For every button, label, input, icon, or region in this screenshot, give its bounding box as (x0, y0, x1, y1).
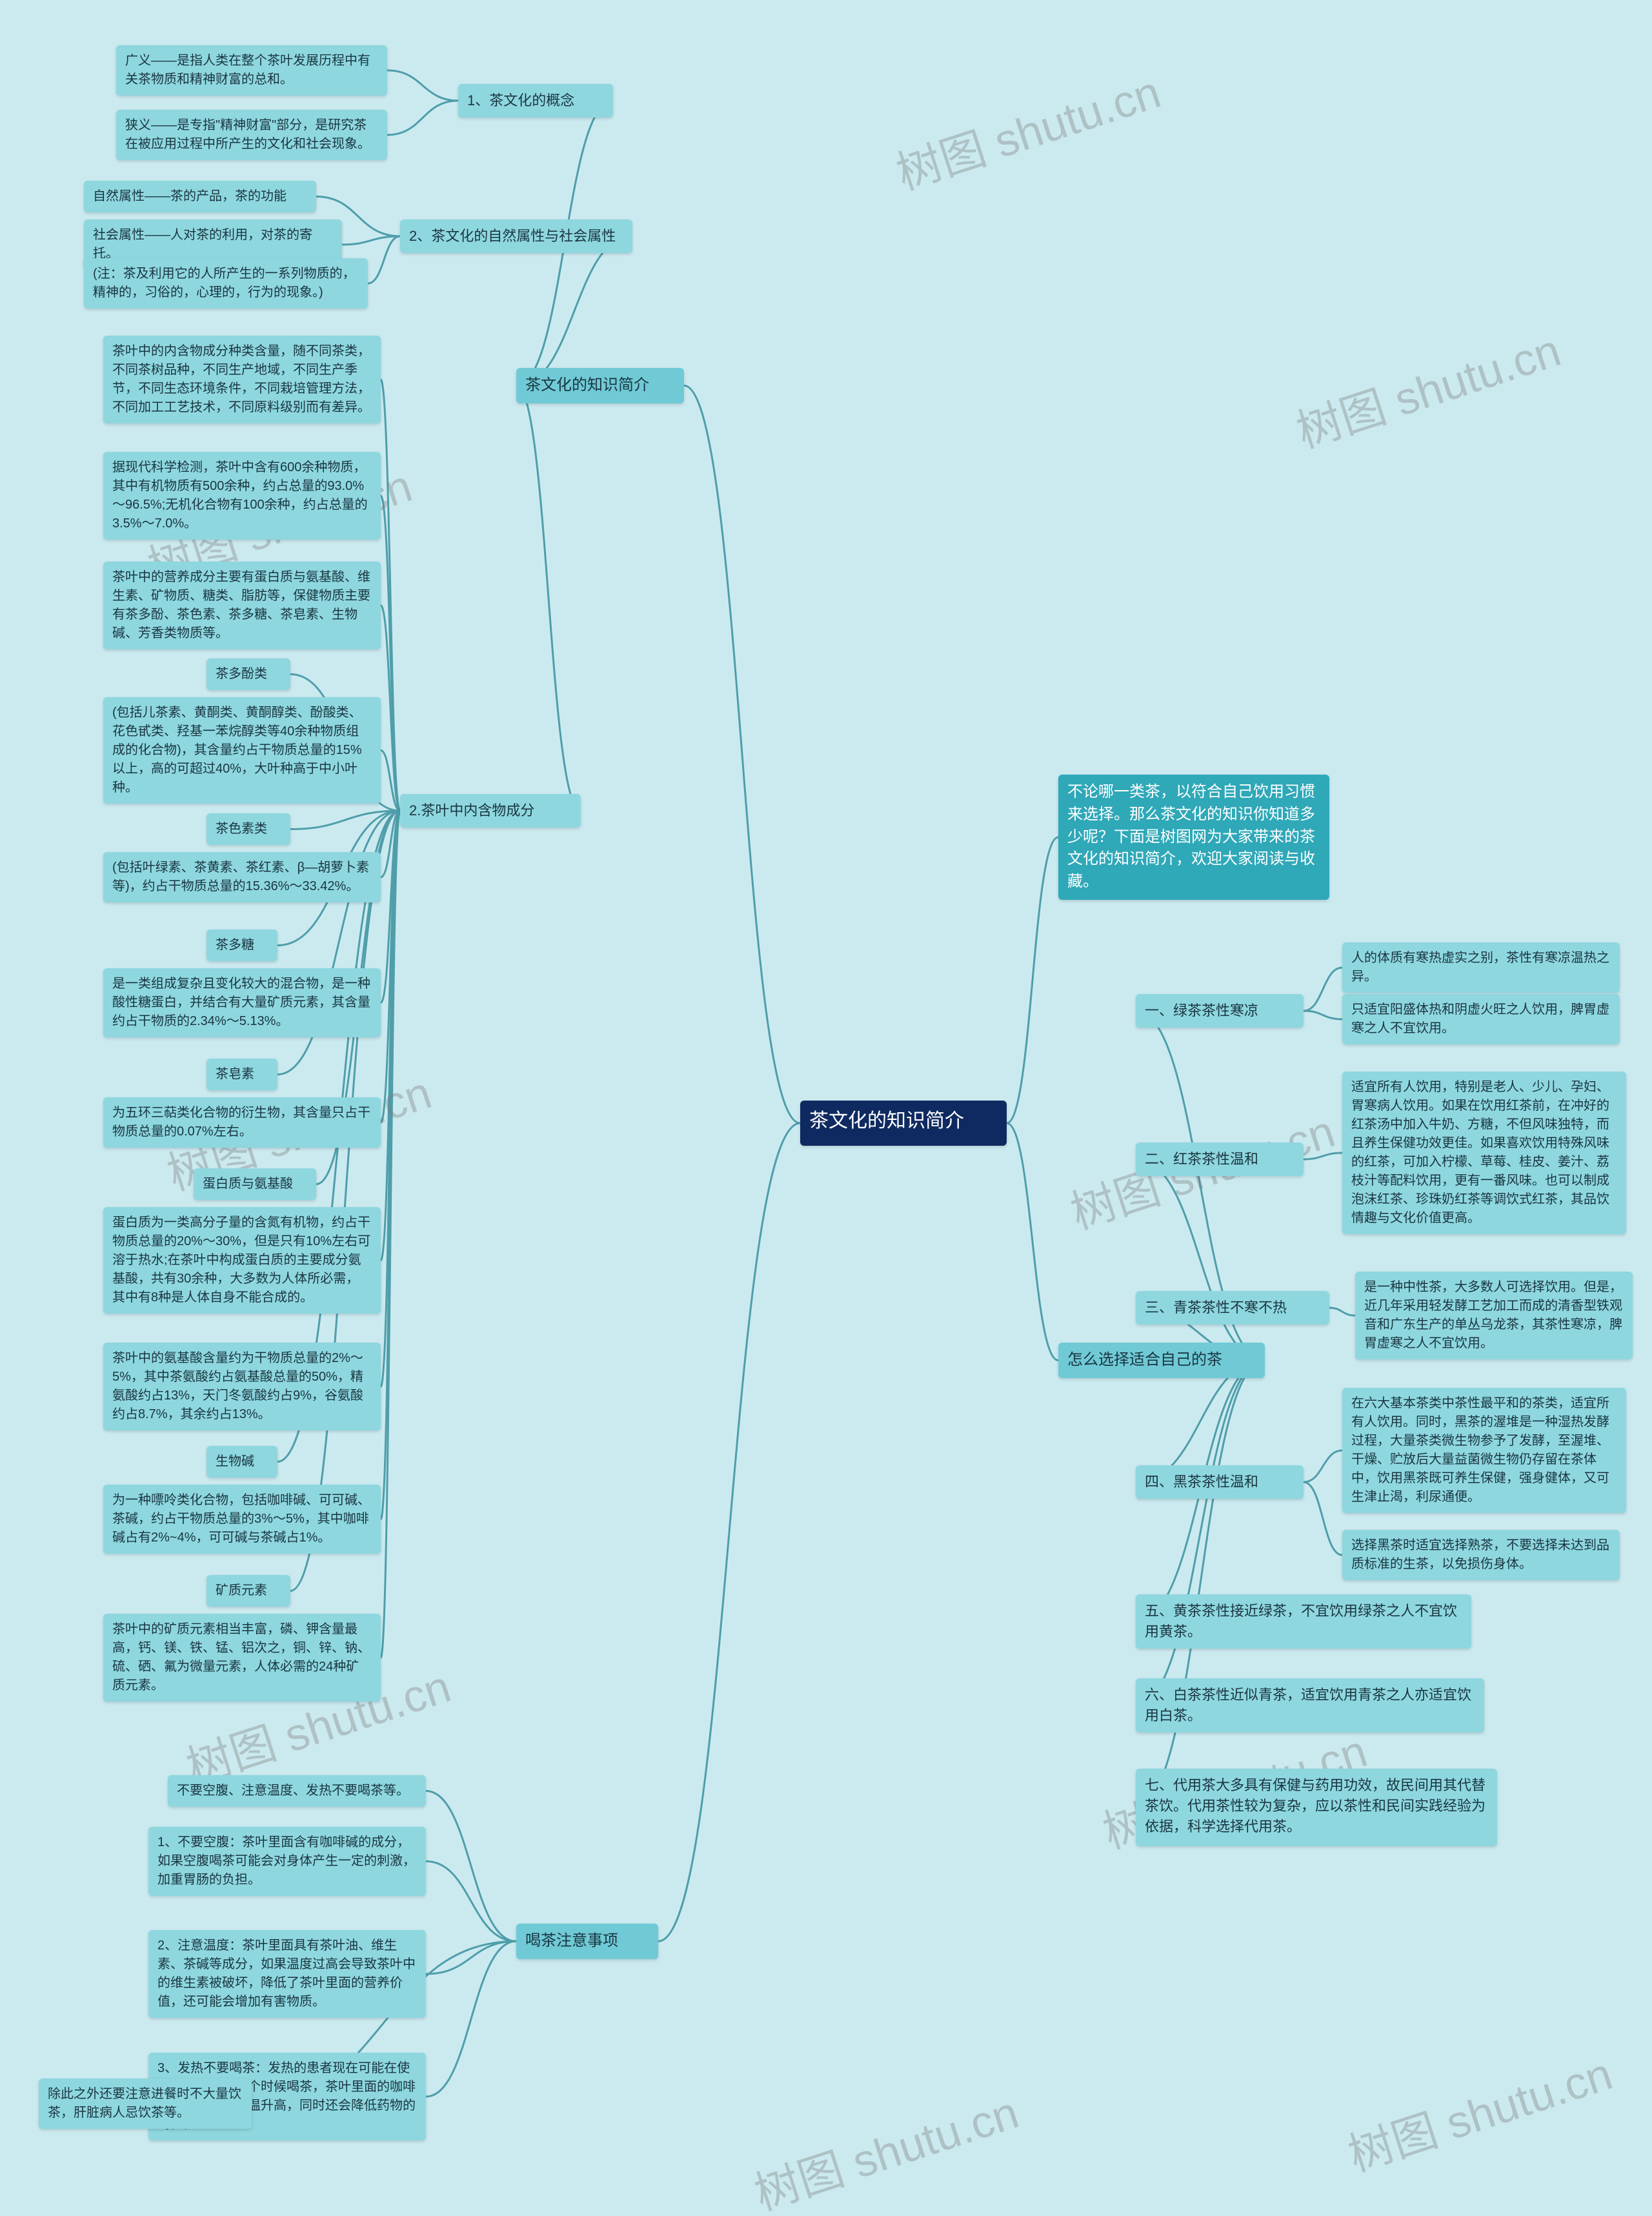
sub-t5: 五、黄茶茶性接近绿茶，不宜饮用绿茶之人不宜饮用黄茶。 (1136, 1594, 1471, 1649)
leaf-node: 茶叶中的氨基酸含量约为干物质总量的2%～5%，其中茶氨酸约占氨基酸总量的50%，… (103, 1343, 381, 1430)
sub-s3: 2.茶叶中内含物成分 (400, 794, 581, 828)
sub-t4: 四、黑茶茶性温和 (1136, 1465, 1304, 1499)
sub-t2: 二、红茶茶性温和 (1136, 1143, 1304, 1176)
leaf-node: 广义——是指人类在整个茶叶发展历程中有关茶物质和精神财富的总和。 (116, 45, 387, 96)
leaf-node: 是一种中性茶，大多数人可选择饮用。但是，近几年采用轻发酵工艺加工而成的清香型铁观… (1355, 1272, 1633, 1359)
leaf-node: 矿质元素 (206, 1575, 290, 1607)
leaf-node: 茶多酚类 (206, 658, 290, 690)
leaf-node: 蛋白质与氨基酸 (194, 1168, 316, 1200)
leaf-node: 只适宜阳盛体热和阴虚火旺之人饮用，脾胃虚寒之人不宜饮用。 (1342, 994, 1620, 1044)
leaf-node: 是一类组成复杂且变化较大的混合物，是一种酸性糖蛋白，并结合有大量矿质元素，其含量… (103, 968, 381, 1037)
leaf-node: 不要空腹、注意温度、发热不要喝茶等。 (168, 1775, 426, 1807)
leaf-node: 1、不要空腹：茶叶里面含有咖啡碱的成分，如果空腹喝茶可能会对身体产生一定的刺激，… (148, 1827, 426, 1896)
leaf-node: 为一种嘌呤类化合物，包括咖啡碱、可可碱、茶碱，约占干物质总量的3%～5%，其中咖… (103, 1485, 381, 1554)
sub-t7: 七、代用茶大多具有保健与药用功效，故民间用其代替茶饮。代用茶性较为复杂，应以茶性… (1136, 1769, 1497, 1846)
sub-t3: 三、青茶茶性不寒不热 (1136, 1291, 1329, 1325)
leaf-node: 选择黑茶时适宜选择熟茶，不要选择未达到品质标准的生茶，以免损伤身体。 (1342, 1530, 1620, 1580)
root-node: 茶文化的知识简介 (800, 1101, 1007, 1146)
leaf-node: 狭义——是专指"精神财富"部分，是研究茶在被应用过程中所产生的文化和社会现象。 (116, 110, 387, 160)
leaf-node: 2、注意温度：茶叶里面具有茶叶油、维生素、茶碱等成分，如果温度过高会导致茶叶中的… (148, 1930, 426, 2018)
branch-b_caution: 喝茶注意事项 (516, 1924, 658, 1959)
leaf-node: 茶叶中的内含物成分种类含量，随不同茶类，不同茶树品种，不同生产地域，不同生产季节… (103, 336, 381, 423)
leaf-node: 茶多糖 (206, 930, 277, 961)
leaf-node: 自然属性——茶的产品，茶的功能 (84, 181, 316, 212)
leaf-node: 在六大基本茶类中茶性最平和的茶类，适宜所有人饮用。同时，黑茶的渥堆是一种湿热发酵… (1342, 1388, 1626, 1513)
sub-s1: 1、茶文化的概念 (458, 84, 613, 117)
leaf-node: (包括儿茶素、黄酮类、黄酮醇类、酚酸类、花色甙类、羟基一苯烷醇类等40余种物质组… (103, 697, 381, 804)
sub-t1: 一、绿茶茶性寒凉 (1136, 994, 1304, 1028)
leaf-node: 茶叶中的营养成分主要有蛋白质与氨基酸、维生素、矿物质、糖类、脂肪等，保健物质主要… (103, 562, 381, 649)
leaf-node: 蛋白质为一类高分子量的含氮有机物，约占干物质总量的20%～30%，但是只有10%… (103, 1207, 381, 1314)
leaf-node: (包括叶绿素、茶黄素、茶红素、β—胡萝卜素等)，约占干物质总量的15.36%～3… (103, 852, 381, 902)
leaf-node: 生物碱 (206, 1446, 277, 1478)
leaf-node: 适宜所有人饮用，特别是老人、少儿、孕妇、胃寒病人饮用。如果在饮用红茶前，在冲好的… (1342, 1072, 1626, 1234)
sub-t6: 六、白茶茶性近似青茶，适宜饮用青茶之人亦适宜饮用白茶。 (1136, 1678, 1484, 1733)
leaf-node: 人的体质有寒热虚实之别，茶性有寒凉温热之异。 (1342, 942, 1620, 993)
branch-b_select: 怎么选择适合自己的茶 (1058, 1343, 1265, 1378)
leaf-node: 据现代科学检测，茶叶中含有600余种物质，其中有机物质有500余种，约占总量的9… (103, 452, 381, 540)
leaf-node: (注：茶及利用它的人所产生的一系列物质的，精神的，习俗的，心理的，行为的现象。) (84, 258, 368, 309)
branch-b_intro: 茶文化的知识简介 (516, 368, 684, 403)
leaf-node: 茶皂素 (206, 1059, 277, 1090)
leaf-node: 茶叶中的矿质元素相当丰富，磷、钾含量最高，钙、镁、铁、锰、铝次之，铜、锌、钠、硫… (103, 1614, 381, 1702)
leaf-node: 茶色素类 (206, 813, 290, 845)
sub-s2: 2、茶文化的自然属性与社会属性 (400, 219, 632, 253)
leaf-node: 为五环三萜类化合物的衍生物，其含量只占干物质总量的0.07%左右。 (103, 1097, 381, 1148)
leaf-node: 除此之外还要注意进餐时不大量饮茶，肝脏病人忌饮茶等。 (39, 2079, 252, 2129)
intro-block: 不论哪一类茶，以符合自己饮用习惯来选择。那么茶文化的知识你知道多少呢？下面是树图… (1058, 775, 1329, 900)
